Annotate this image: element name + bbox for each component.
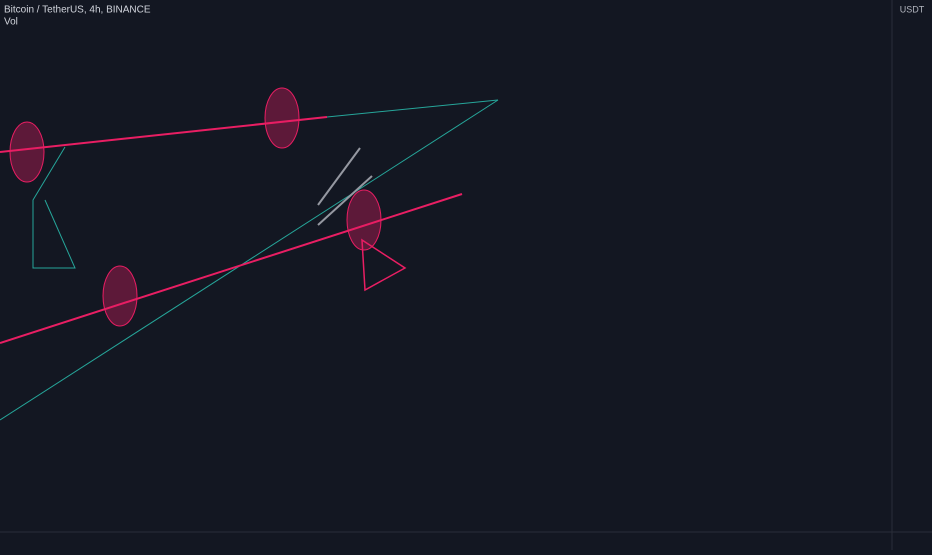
trend-line bbox=[0, 116, 328, 153]
trend-line bbox=[0, 193, 463, 344]
highlight-circle bbox=[264, 87, 300, 149]
highlight-circle bbox=[346, 189, 382, 251]
trend-line bbox=[0, 99, 499, 421]
channel-line bbox=[317, 147, 361, 206]
highlight-circle bbox=[9, 121, 45, 183]
channel-line bbox=[317, 175, 373, 226]
triangle bbox=[361, 238, 407, 292]
highlight-circle bbox=[102, 265, 138, 327]
trend-line bbox=[326, 99, 499, 118]
symbol-title: Bitcoin / TetherUS, 4h, BINANCE bbox=[4, 5, 151, 16]
pattern-line bbox=[32, 146, 76, 269]
volume-label: Vol bbox=[4, 17, 18, 28]
drawings bbox=[0, 87, 499, 421]
currency: USDT bbox=[900, 4, 925, 14]
